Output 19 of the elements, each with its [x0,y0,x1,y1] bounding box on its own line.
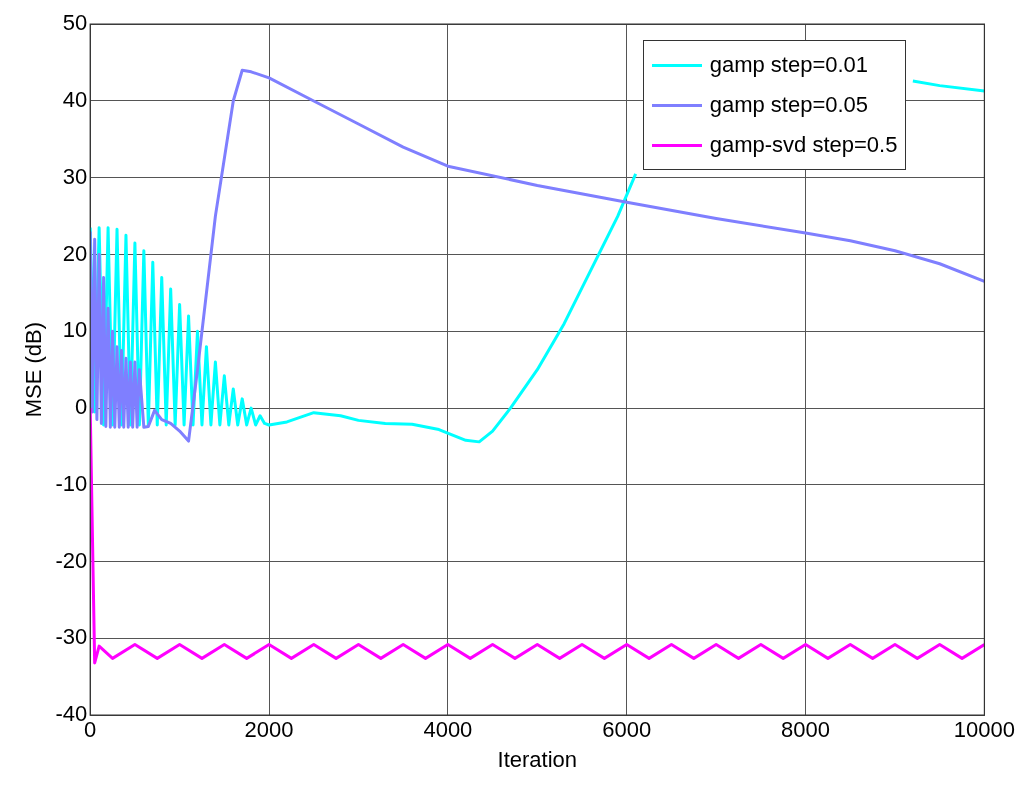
legend-label: gamp step=0.05 [709,91,869,120]
legend-label: gamp step=0.01 [709,51,869,80]
y-tick-label: 10 [62,317,88,343]
y-tick-label: 20 [62,240,88,266]
y-tick-label: 50 [62,10,88,36]
x-tick-label: 6000 [602,717,652,743]
y-axis-title: MSE (dB) [21,322,47,418]
y-tick-label: -20 [55,547,88,573]
y-tick-label: 30 [62,163,88,189]
x-tick-label: 10000 [953,717,1016,743]
legend-label: gamp-svd step=0.5 [709,131,898,160]
x-tick-label: 4000 [423,717,473,743]
y-tick-label: 0 [74,394,88,420]
y-tick-label: -30 [55,624,88,650]
y-tick-label: -10 [55,470,88,496]
x-axis-title: Iteration [497,746,578,772]
x-tick-label: 8000 [781,717,831,743]
y-tick-label: 40 [62,87,88,113]
x-tick-label: 2000 [244,717,294,743]
